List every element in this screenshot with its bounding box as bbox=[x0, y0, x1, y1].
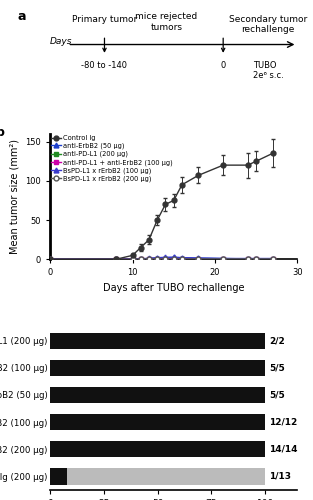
Text: Days: Days bbox=[50, 38, 73, 46]
Text: 14/14: 14/14 bbox=[269, 445, 298, 454]
Text: 1/13: 1/13 bbox=[269, 472, 291, 481]
Text: TUBO
2e⁶ s.c.: TUBO 2e⁶ s.c. bbox=[253, 61, 284, 80]
Bar bbox=[50, 414, 265, 430]
Bar bbox=[50, 468, 265, 484]
Text: Primary tumor: Primary tumor bbox=[72, 15, 137, 24]
Bar bbox=[50, 360, 265, 376]
Text: b: b bbox=[0, 126, 5, 139]
Text: a: a bbox=[18, 10, 26, 23]
Text: 12/12: 12/12 bbox=[269, 418, 298, 426]
Y-axis label: Mean tumor size (mm²): Mean tumor size (mm²) bbox=[10, 139, 20, 254]
Text: Secondary tumor
rechallenge: Secondary tumor rechallenge bbox=[228, 15, 307, 34]
Text: 0: 0 bbox=[221, 61, 226, 70]
Bar bbox=[50, 387, 265, 403]
Text: -80 to -140: -80 to -140 bbox=[81, 61, 127, 70]
Text: 5/5: 5/5 bbox=[269, 390, 285, 400]
Legend: Control Ig, anti-ErbB2 (50 μg), anti-PD-L1 (200 μg), anti-PD-L1 + anti-ErbB2 (10: Control Ig, anti-ErbB2 (50 μg), anti-PD-… bbox=[51, 135, 173, 182]
Text: 2/2: 2/2 bbox=[269, 336, 285, 345]
Text: mice rejected
tumors: mice rejected tumors bbox=[135, 12, 198, 32]
Bar bbox=[50, 441, 265, 458]
Bar bbox=[50, 332, 265, 349]
Bar bbox=[50, 468, 67, 484]
Text: 5/5: 5/5 bbox=[269, 364, 285, 372]
X-axis label: Days after TUBO rechallenge: Days after TUBO rechallenge bbox=[103, 283, 244, 293]
